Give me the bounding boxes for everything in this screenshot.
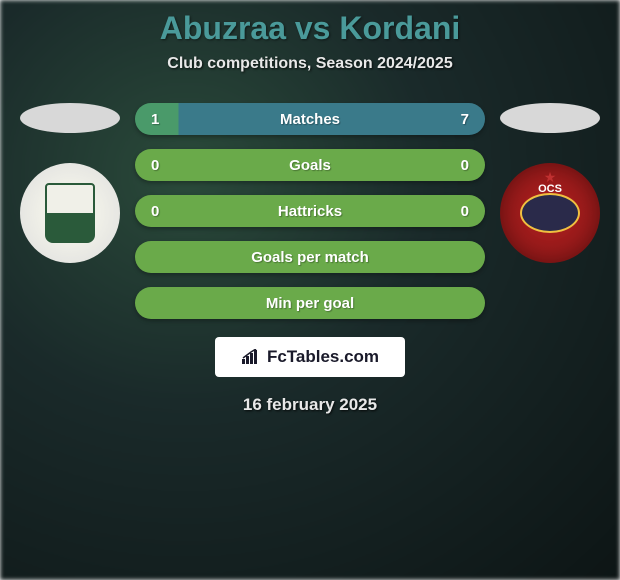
footer: FcTables.com 16 february 2025 <box>0 337 620 415</box>
player-placeholder-right <box>500 103 600 133</box>
stat-label: Min per goal <box>266 295 354 312</box>
stat-bar-matches: 1 Matches 7 <box>135 103 485 135</box>
stats-area: 1 Matches 7 0 Goals 0 0 Hattricks 0 Goal… <box>0 103 620 319</box>
ball-icon <box>520 193 580 233</box>
stat-label: Goals <box>289 157 331 174</box>
team-logo-right[interactable]: ★ OCS <box>500 163 600 263</box>
stat-label: Matches <box>280 111 340 128</box>
stat-value-right: 0 <box>461 203 469 220</box>
chart-icon <box>241 349 261 365</box>
left-team-column <box>15 103 125 263</box>
stat-label: Goals per match <box>251 249 369 266</box>
stat-bar-goals: 0 Goals 0 <box>135 149 485 181</box>
page-subtitle: Club competitions, Season 2024/2025 <box>0 55 620 73</box>
brand-text: FcTables.com <box>267 347 379 367</box>
player-placeholder-left <box>20 103 120 133</box>
stat-value-left: 0 <box>151 157 159 174</box>
date-label: 16 february 2025 <box>243 395 377 415</box>
stat-value-left: 0 <box>151 203 159 220</box>
page-title: Abuzraa vs Kordani <box>0 10 620 47</box>
stat-label: Hattricks <box>278 203 342 220</box>
stat-value-left: 1 <box>151 111 159 128</box>
stat-bar-min-per-goal: Min per goal <box>135 287 485 319</box>
right-team-column: ★ OCS <box>495 103 605 263</box>
team-logo-left[interactable] <box>20 163 120 263</box>
brand-badge[interactable]: FcTables.com <box>215 337 405 377</box>
crest-icon <box>45 183 95 243</box>
stat-bar-hattricks: 0 Hattricks 0 <box>135 195 485 227</box>
stat-value-right: 7 <box>461 111 469 128</box>
stat-bars: 1 Matches 7 0 Goals 0 0 Hattricks 0 Goal… <box>135 103 485 319</box>
team-abbrev: OCS <box>538 183 562 195</box>
comparison-card: Abuzraa vs Kordani Club competitions, Se… <box>0 0 620 425</box>
stat-value-right: 0 <box>461 157 469 174</box>
stat-bar-goals-per-match: Goals per match <box>135 241 485 273</box>
